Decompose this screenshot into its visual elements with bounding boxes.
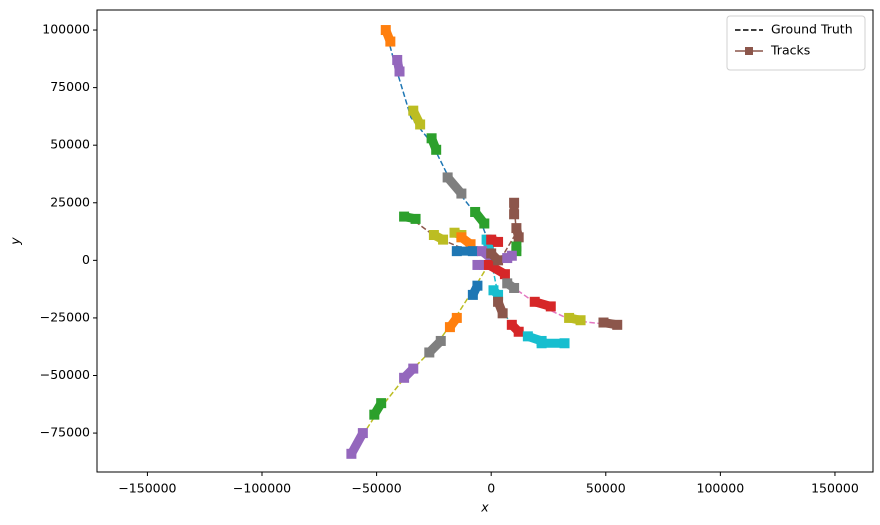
- track-marker: [346, 448, 357, 459]
- track-marker: [545, 301, 556, 312]
- track-marker: [483, 259, 494, 270]
- track-marker: [497, 308, 508, 319]
- track-marker: [472, 280, 483, 291]
- track-marker: [493, 289, 504, 300]
- track-marker: [394, 66, 405, 77]
- track-marker: [438, 234, 449, 245]
- legend-marker: [745, 47, 753, 55]
- y-tick-label: 100000: [42, 22, 90, 37]
- ground-truth-line: [353, 259, 492, 450]
- y-tick-label: 25000: [50, 194, 90, 209]
- track-marker: [428, 230, 439, 241]
- track-marker: [456, 188, 467, 199]
- legend-label: Ground Truth: [771, 22, 853, 37]
- track-marker: [431, 144, 442, 155]
- track-marker: [392, 54, 403, 65]
- track-marker: [499, 269, 510, 280]
- track-marker: [486, 248, 497, 259]
- plot-area: [346, 25, 623, 459]
- y-tick-label: 50000: [50, 137, 90, 152]
- x-axis-label: x: [480, 500, 489, 515]
- track-marker: [410, 213, 421, 224]
- track-marker: [435, 335, 446, 346]
- x-tick-label: 50000: [586, 481, 626, 496]
- track-marker: [522, 331, 533, 342]
- track-marker: [506, 319, 517, 330]
- track-marker: [506, 250, 517, 261]
- x-tick-label: −100000: [233, 481, 291, 496]
- track-marker: [575, 315, 586, 326]
- track-marker: [399, 211, 410, 222]
- y-tick-label: 75000: [50, 79, 90, 94]
- track-marker: [502, 278, 513, 289]
- axes-frame: [96, 9, 874, 473]
- track-marker: [513, 326, 524, 337]
- track-marker: [451, 312, 462, 323]
- track-marker: [477, 246, 488, 257]
- x-tick-label: 150000: [811, 481, 859, 496]
- track-marker: [513, 232, 524, 243]
- track-marker: [408, 105, 419, 116]
- track-marker: [408, 363, 419, 374]
- legend-label: Tracks: [770, 43, 810, 58]
- track-marker: [511, 223, 522, 234]
- track-marker: [424, 347, 435, 358]
- y-tick-label: −25000: [40, 309, 90, 324]
- track-marker: [493, 255, 504, 266]
- track-marker: [509, 197, 520, 208]
- track-marker: [399, 372, 410, 383]
- x-tick-label: 0: [487, 481, 495, 496]
- ground-truth-line: [408, 215, 492, 257]
- track-marker: [380, 25, 391, 36]
- y-tick-label: −50000: [40, 367, 90, 382]
- track-marker: [369, 409, 380, 420]
- y-axis-label: y: [8, 237, 23, 246]
- track-marker: [486, 234, 497, 245]
- track-marker: [564, 312, 575, 323]
- track-marker: [465, 239, 476, 250]
- track-marker: [357, 428, 368, 439]
- track-marker: [598, 317, 609, 328]
- track-marker: [479, 218, 490, 229]
- track-marker: [493, 296, 504, 307]
- track-marker: [451, 246, 462, 257]
- track-marker: [442, 172, 453, 183]
- x-tick-label: 100000: [697, 481, 745, 496]
- track-marker: [509, 209, 520, 220]
- track-marker: [444, 322, 455, 333]
- track-marker: [493, 236, 504, 247]
- track-marker: [472, 259, 483, 270]
- y-tick-label: 0: [82, 252, 90, 267]
- track-marker: [529, 296, 540, 307]
- y-tick-label: −75000: [40, 425, 90, 440]
- track-marker: [536, 338, 547, 349]
- track-marker: [385, 36, 396, 47]
- track-marker: [376, 398, 387, 409]
- track-marker: [612, 319, 623, 330]
- track-marker: [470, 206, 481, 217]
- track-marker: [426, 133, 437, 144]
- track-marker: [467, 289, 478, 300]
- track-marker: [456, 232, 467, 243]
- x-tick-label: −50000: [351, 481, 401, 496]
- track-marker: [449, 227, 460, 238]
- x-tick-label: −150000: [118, 481, 176, 496]
- track-marker: [559, 338, 570, 349]
- track-marker: [415, 119, 426, 130]
- track-marker: [467, 246, 478, 257]
- track-marker: [509, 282, 520, 293]
